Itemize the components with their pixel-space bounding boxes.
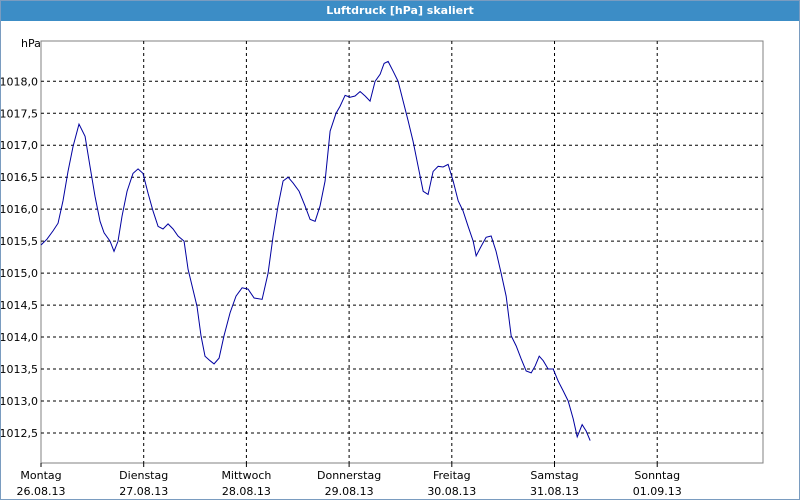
x-tick-sublabel: 31.08.13 <box>530 485 579 498</box>
x-tick-label: Donnerstag <box>317 469 381 482</box>
x-tick-label: Freitag <box>433 469 471 482</box>
y-tick-label: 1013,0 <box>1 395 38 408</box>
y-axis-label: hPa <box>21 37 41 50</box>
y-tick-label: 1017,0 <box>1 139 38 152</box>
y-tick-label: 1014,0 <box>1 331 38 344</box>
y-tick-label: 1017,5 <box>1 107 38 120</box>
x-tick-sublabel: 29.08.13 <box>325 485 374 498</box>
x-tick-label: Dienstag <box>119 469 168 482</box>
x-tick-sublabel: 27.08.13 <box>119 485 168 498</box>
y-tick-label: 1015,5 <box>1 235 38 248</box>
plot-frame <box>40 40 764 464</box>
line-series <box>40 60 591 441</box>
x-tick-sublabel: 26.08.13 <box>17 485 66 498</box>
x-tick-sublabel: 30.08.13 <box>427 485 476 498</box>
x-tick-label: Samstag <box>530 469 578 482</box>
y-tick-label: 1014,5 <box>1 299 38 312</box>
x-tick-sublabel: 28.08.13 <box>222 485 271 498</box>
window-title: Luftdruck [hPa] skaliert <box>1 1 799 21</box>
y-tick-label: 1016,5 <box>1 171 38 184</box>
x-tick-label: Sonntag <box>634 469 680 482</box>
y-tick-label: 1013,5 <box>1 363 38 376</box>
chart: hPa 1012,5 1013,0 1013,5 1014,0 1014,5 1015,0… <box>0 37 764 498</box>
y-tick-label: 1016,0 <box>1 203 38 216</box>
y-tick-label: 1012,5 <box>1 427 38 440</box>
x-tick-label: Montag <box>20 469 61 482</box>
x-tick-sublabel: 01.09.13 <box>633 485 682 498</box>
y-tick-label: 1018,0 <box>1 75 38 88</box>
y-tick-label: 1015,0 <box>1 267 38 280</box>
x-tick-label: Mittwoch <box>221 469 271 482</box>
